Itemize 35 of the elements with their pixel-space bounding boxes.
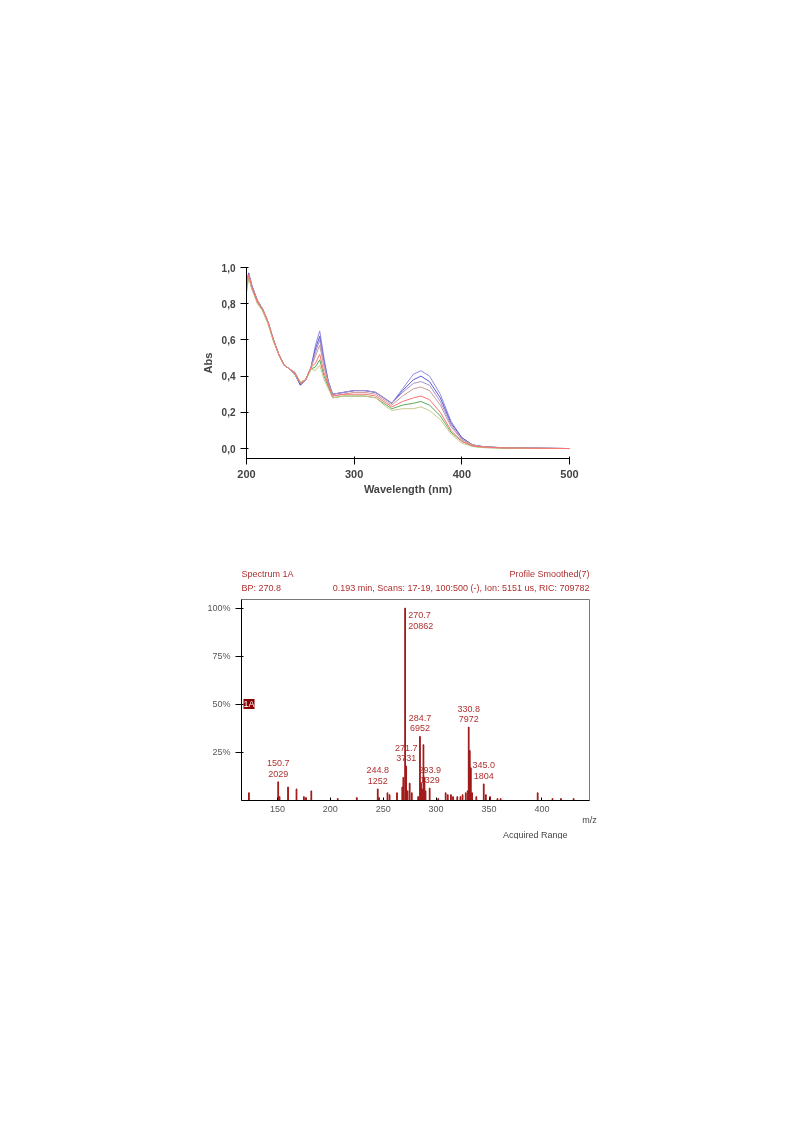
y-tick-label: 0,8 [221, 298, 236, 310]
y-tick-label: 100% [207, 603, 231, 614]
y-tick-label: 0,4 [221, 371, 236, 383]
x-tick-label: 300 [428, 803, 444, 814]
y-axis-title: Abs [201, 352, 214, 374]
y-tick-label: 50% [212, 699, 231, 710]
y-tick-label: 0,2 [221, 407, 236, 419]
y-tick-label: 75% [212, 651, 231, 662]
x-tick-label: 350 [481, 803, 497, 814]
annotation: 150.7 2029 [266, 758, 290, 779]
x-tick-label: 150 [269, 803, 285, 814]
annotation: 244.8 1252 [366, 765, 390, 786]
x-tick-label: 300 [344, 467, 364, 480]
y-tick-label: 0,6 [221, 334, 236, 346]
x-tick-label: 400 [534, 803, 550, 814]
text: Acquired Range [502, 829, 568, 840]
x-tick-label: 500 [560, 467, 579, 480]
x-tick-label: 200 [322, 803, 338, 814]
text: Profile Smoothed(7) [509, 568, 590, 579]
x-axis-title: m/z [582, 814, 598, 825]
annotation: 345.0 1804 [472, 760, 495, 781]
y-tick-label: 25% [212, 747, 231, 758]
y-tick-label: 1,0 [221, 262, 236, 274]
x-tick-label: 250 [375, 803, 391, 814]
annotation: 330.8 7972 [457, 703, 480, 725]
x-axis-title: Wavelength (nm) [363, 482, 453, 495]
text: 0.193 min, Scans: 17-19, 100:500 (-), Ion: 5151 us, RIC: 709782 [332, 582, 590, 593]
x-tick-label: 200 [237, 467, 256, 480]
x-tick-label: 400 [452, 467, 472, 480]
text: BP: 270.8 [241, 582, 282, 593]
y-tick-label: 0,0 [221, 443, 236, 455]
annotation: 1A [243, 699, 255, 710]
annotation: 284.7 6952 [408, 712, 432, 734]
annotation: 270.7 20862 [408, 610, 434, 631]
chart-title: Spectrum 1A [241, 568, 294, 579]
